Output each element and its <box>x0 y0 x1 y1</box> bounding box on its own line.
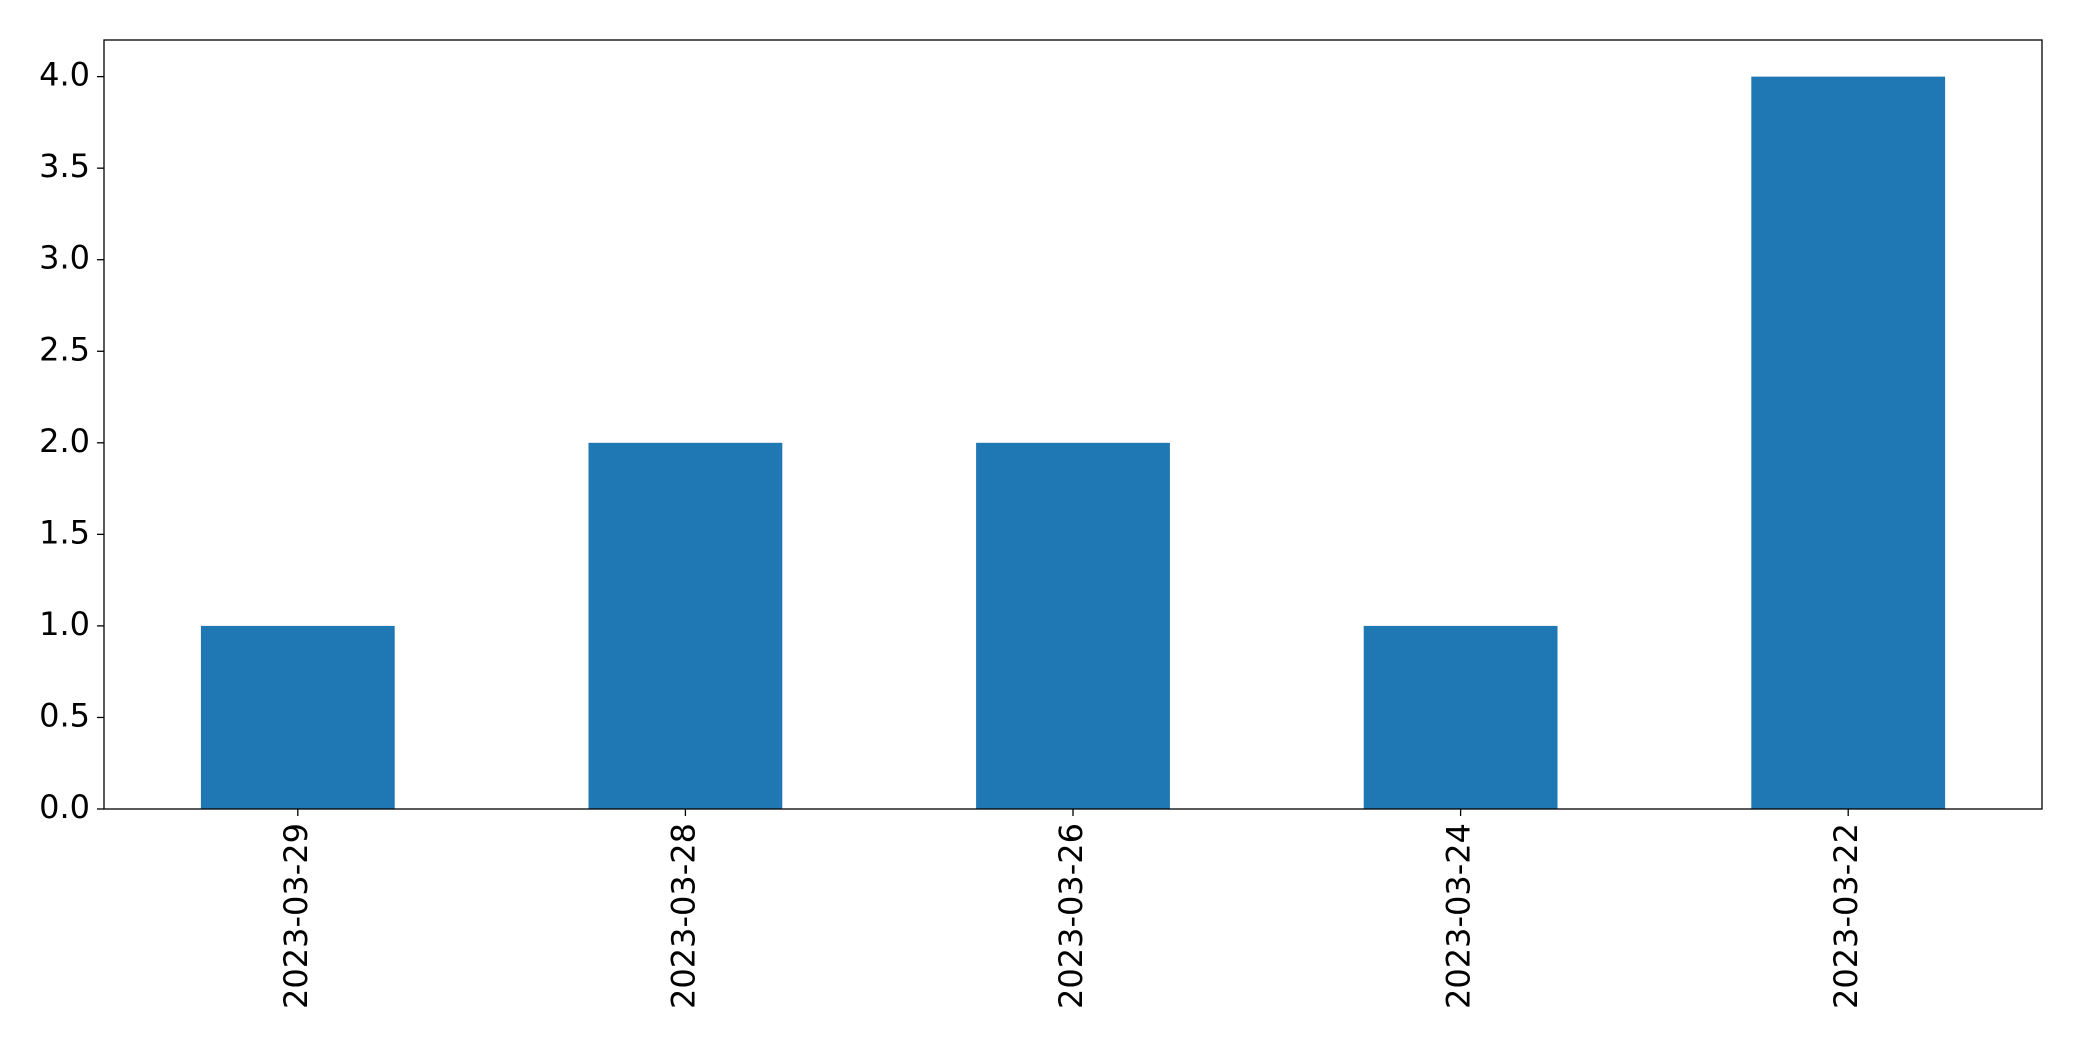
x-tick-label: 2023-03-29 <box>277 823 315 1009</box>
x-tick-label: 2023-03-26 <box>1052 823 1090 1009</box>
y-tick-label: 0.5 <box>39 696 90 734</box>
x-tick-label: 2023-03-24 <box>1440 823 1478 1009</box>
y-tick-label: 1.5 <box>39 513 90 551</box>
bar <box>588 442 783 809</box>
bar <box>200 625 395 809</box>
plot-frame <box>103 39 2043 810</box>
bar <box>1751 76 1946 810</box>
x-tick-label: 2023-03-22 <box>1827 823 1865 1009</box>
x-tick-label: 2023-03-28 <box>664 823 702 1009</box>
y-tick-label: 3.0 <box>39 239 90 277</box>
y-tick-label: 4.0 <box>39 56 90 94</box>
y-tick-label: 2.5 <box>39 330 90 368</box>
y-tick-label: 0.0 <box>39 788 90 826</box>
y-tick-label: 1.0 <box>39 605 90 643</box>
y-tick-label: 2.0 <box>39 422 90 460</box>
bar <box>976 442 1170 809</box>
y-tick-label: 3.5 <box>39 147 90 185</box>
bar <box>1363 625 1558 809</box>
